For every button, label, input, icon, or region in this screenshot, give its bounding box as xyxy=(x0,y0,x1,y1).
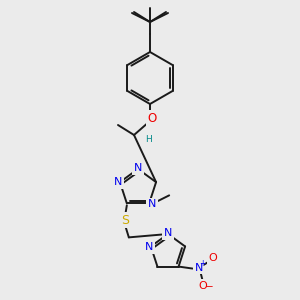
Text: +: + xyxy=(200,259,206,268)
Text: N: N xyxy=(114,177,122,187)
Text: N: N xyxy=(148,200,156,209)
Text: H: H xyxy=(145,136,152,145)
Text: N: N xyxy=(145,242,153,252)
Text: O: O xyxy=(198,280,207,291)
Text: N: N xyxy=(164,228,172,238)
Text: −: − xyxy=(205,282,214,292)
Text: S: S xyxy=(121,214,129,227)
Text: O: O xyxy=(208,253,217,262)
Text: N: N xyxy=(194,262,203,273)
Text: O: O xyxy=(147,112,157,124)
Text: N: N xyxy=(134,163,142,173)
